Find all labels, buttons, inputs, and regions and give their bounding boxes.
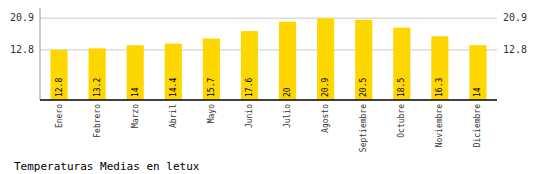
bar bbox=[165, 44, 182, 100]
x-tick-label: Diciembre bbox=[473, 104, 482, 148]
x-tick-label: Febrero bbox=[93, 104, 102, 138]
y-axis: 12.8 12.8 20.9 20.9 bbox=[10, 8, 527, 100]
bar bbox=[127, 45, 144, 100]
bar bbox=[431, 36, 448, 100]
bar bbox=[241, 31, 258, 100]
bar bbox=[89, 48, 106, 100]
data-label: 14 bbox=[131, 87, 140, 97]
bar bbox=[317, 18, 334, 100]
grid-line bbox=[40, 49, 497, 50]
y-tick-label: 12.8 bbox=[10, 44, 34, 55]
x-tick-label: Octubre bbox=[397, 104, 406, 138]
data-label: 14 bbox=[473, 87, 482, 97]
x-tick-label: Septiembre bbox=[359, 104, 368, 152]
x-tick-label: Marzo bbox=[131, 104, 140, 128]
x-tick-label: Julio bbox=[283, 104, 292, 128]
x-axis: Enero Febrero Marzo Abril Mayo Junio Julio Agos… bbox=[55, 104, 483, 152]
data-label: 20.9 bbox=[321, 78, 330, 97]
data-label: 20.5 bbox=[359, 78, 368, 97]
bar bbox=[393, 28, 410, 100]
grid-line bbox=[40, 18, 497, 19]
x-tick-label: Enero bbox=[55, 104, 64, 128]
bar bbox=[355, 20, 372, 100]
bars bbox=[50, 18, 486, 100]
x-axis-line bbox=[40, 99, 497, 101]
grid bbox=[40, 18, 497, 50]
data-label: 16.3 bbox=[435, 78, 444, 97]
y2-tick-label: 20.9 bbox=[503, 12, 527, 23]
x-tick-label: Junio bbox=[245, 104, 254, 128]
data-label: 17.6 bbox=[245, 78, 254, 97]
chart: 12.8 12.8 20.9 20.9 12.8 13.2 14 14.4 15.7 17.6 20… bbox=[0, 0, 537, 174]
y-tick-label: 20.9 bbox=[10, 12, 34, 23]
data-labels: 12.8 13.2 14 14.4 15.7 17.6 20 20.9 20.5 18.5 16.3… bbox=[55, 78, 483, 97]
chart-container: 12.8 12.8 20.9 20.9 12.8 13.2 14 14.4 15.7 17.6 20… bbox=[0, 0, 537, 174]
bar bbox=[469, 45, 486, 100]
data-label: 14.4 bbox=[169, 78, 178, 97]
data-label: 18.5 bbox=[397, 78, 406, 97]
x-tick-label: Agosto bbox=[321, 104, 330, 133]
bar bbox=[203, 39, 220, 100]
bar bbox=[279, 22, 296, 100]
x-tick-label: Abril bbox=[169, 104, 178, 128]
data-label: 15.7 bbox=[207, 78, 216, 97]
data-label: 12.8 bbox=[55, 78, 64, 97]
y2-tick-label: 12.8 bbox=[503, 44, 527, 55]
x-tick-label: Noviembre bbox=[435, 104, 444, 148]
bar bbox=[50, 50, 67, 100]
title: Temperaturas Medias en letux bbox=[14, 160, 200, 173]
x-tick-label: Mayo bbox=[207, 104, 216, 123]
data-label: 20 bbox=[283, 87, 292, 97]
y-axis-line bbox=[40, 8, 41, 100]
data-label: 13.2 bbox=[93, 78, 102, 97]
